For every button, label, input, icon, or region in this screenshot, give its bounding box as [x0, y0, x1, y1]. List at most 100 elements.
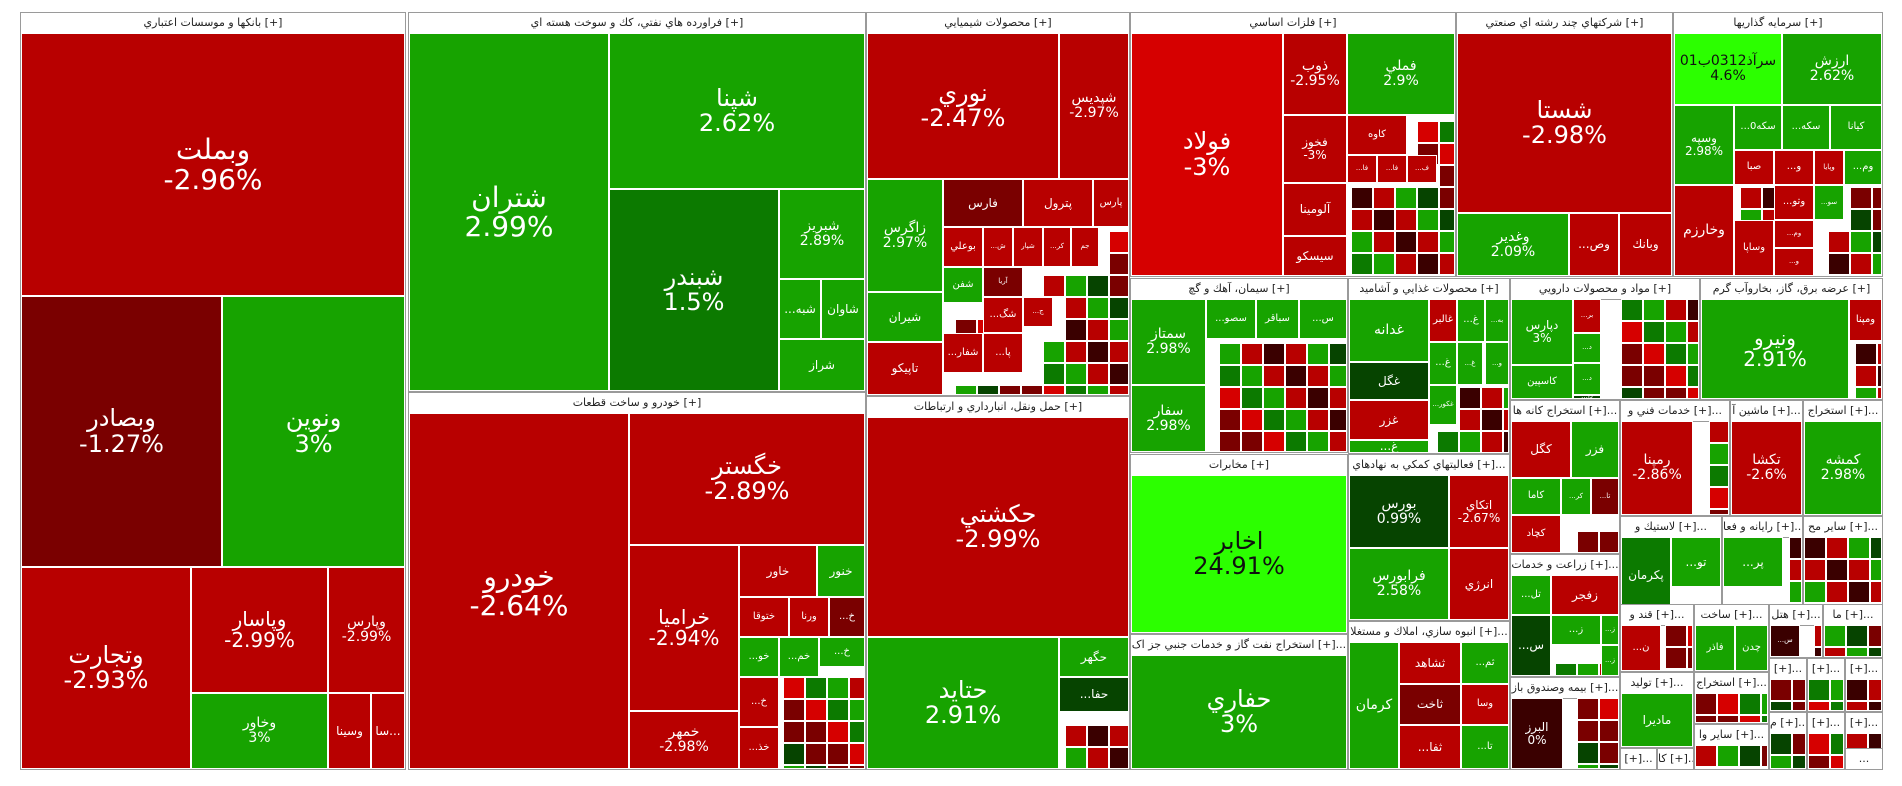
stock-tile[interactable]: رمپنا -2.86%: [1621, 421, 1693, 515]
stock-tile-small[interactable]: [783, 699, 805, 721]
stock-tile-small[interactable]: [783, 743, 805, 765]
stock-tile-small[interactable]: [1739, 767, 1761, 769]
stock-tile-small[interactable]: [1665, 343, 1687, 365]
sector-header[interactable]: ساير وا [+]...: [1695, 725, 1768, 746]
stock-tile[interactable]: بورس 0.99%: [1349, 475, 1449, 548]
stock-tile-small[interactable]: [1709, 421, 1729, 443]
stock-tile[interactable]: ...تو: [1671, 537, 1721, 587]
stock-tile-small[interactable]: [1503, 387, 1509, 409]
stock-tile[interactable]: فملي 2.9%: [1347, 33, 1455, 115]
stock-tile-small[interactable]: [805, 765, 827, 769]
stock-tile[interactable]: سمتاز 2.98%: [1131, 299, 1206, 385]
stock-tile[interactable]: صبا: [1734, 150, 1774, 185]
stock-tile-small[interactable]: [1439, 143, 1455, 165]
stock-tile-small[interactable]: [1621, 343, 1643, 365]
sector-header[interactable]: هتل [+]...: [1770, 605, 1822, 626]
stock-tile-small[interactable]: [1695, 767, 1717, 769]
stock-tile[interactable]: پترول: [1023, 179, 1093, 227]
stock-tile[interactable]: ...خو: [739, 637, 779, 677]
stock-tile[interactable]: ومپنا: [1849, 299, 1882, 341]
stock-tile-small[interactable]: [1373, 231, 1395, 253]
stock-tile-small[interactable]: [1850, 275, 1872, 276]
stock-tile-small[interactable]: [1263, 409, 1285, 431]
stock-tile[interactable]: فولاد -3%: [1131, 33, 1283, 276]
stock-tile-small[interactable]: [1599, 764, 1619, 769]
stock-tile-small[interactable]: [1087, 385, 1109, 395]
stock-tile-small[interactable]: [1621, 321, 1643, 343]
stock-tile[interactable]: ...غ: [1457, 299, 1485, 342]
stock-tile[interactable]: ...شفار: [943, 333, 983, 373]
stock-tile-small[interactable]: [783, 677, 805, 699]
stock-tile-small[interactable]: [977, 385, 999, 395]
stock-tile-small[interactable]: [1804, 581, 1826, 603]
stock-tile-small[interactable]: [1643, 343, 1665, 365]
stock-tile-small[interactable]: [1870, 581, 1882, 603]
stock-tile[interactable]: حگهر: [1059, 637, 1129, 677]
stock-tile-small[interactable]: [1043, 385, 1065, 395]
stock-tile-small[interactable]: [1814, 625, 1822, 647]
stock-tile-small[interactable]: [1241, 409, 1263, 431]
stock-tile-small[interactable]: [827, 677, 849, 699]
stock-tile-small[interactable]: [805, 677, 827, 699]
stock-tile-small[interactable]: [1351, 209, 1373, 231]
stock-tile-small[interactable]: [827, 765, 849, 769]
stock-tile-small[interactable]: [1417, 121, 1439, 143]
stock-tile-small[interactable]: [1687, 387, 1699, 399]
stock-tile[interactable]: غگل: [1349, 362, 1429, 400]
stock-tile[interactable]: تكشا -2.6%: [1731, 421, 1802, 515]
stock-tile[interactable]: فاذر: [1695, 625, 1735, 671]
sector-header[interactable]: ماشين آ [+]...: [1731, 401, 1802, 422]
stock-tile-small[interactable]: [1828, 231, 1850, 253]
stock-tile[interactable]: ثاخت: [1399, 684, 1461, 725]
sector-header[interactable]: [+]...: [1808, 713, 1844, 734]
stock-tile[interactable]: ذوب -2.95%: [1283, 33, 1347, 115]
stock-tile-small[interactable]: [827, 743, 849, 765]
stock-tile-small[interactable]: [1065, 275, 1087, 297]
sector-header[interactable]: [+]...: [1846, 713, 1882, 734]
sector-header[interactable]: ساير مح [+]...: [1804, 517, 1882, 538]
stock-tile[interactable]: وبصادر -1.27%: [21, 296, 222, 567]
stock-tile[interactable]: وسينا: [328, 693, 371, 769]
stock-tile-small[interactable]: [1599, 720, 1619, 742]
stock-tile-small[interactable]: [1665, 299, 1687, 321]
stock-tile[interactable]: ...سو: [1814, 185, 1844, 220]
stock-tile[interactable]: ...بر: [1573, 299, 1601, 333]
stock-tile[interactable]: سباقر: [1256, 299, 1299, 339]
stock-tile[interactable]: خودرو -2.64%: [409, 413, 629, 769]
stock-tile[interactable]: خاور: [739, 545, 817, 597]
stock-tile-small[interactable]: [1599, 742, 1619, 764]
stock-tile-small[interactable]: [1109, 275, 1129, 297]
stock-tile[interactable]: غالبر: [1429, 299, 1457, 342]
stock-tile[interactable]: ...خ: [739, 677, 779, 727]
stock-tile[interactable]: ...خ: [819, 637, 865, 667]
stock-tile[interactable]: ...ن: [1621, 625, 1661, 671]
stock-tile-small[interactable]: [1109, 341, 1129, 363]
sector-header[interactable]: [+]...: [1770, 659, 1806, 680]
stock-tile-small[interactable]: [827, 699, 849, 721]
stock-tile[interactable]: كچاد: [1511, 515, 1561, 553]
stock-tile[interactable]: ختوقا: [739, 597, 789, 637]
stock-tile-small[interactable]: [849, 765, 865, 769]
stock-tile-small[interactable]: [1826, 581, 1848, 603]
sector-header[interactable]: سيمان، آهك و گچ [+]: [1131, 279, 1347, 300]
stock-tile-small[interactable]: [1109, 253, 1129, 275]
stock-tile-small[interactable]: [1219, 387, 1241, 409]
stock-tile-small[interactable]: [1848, 537, 1870, 559]
stock-tile[interactable]: كمشه 2.98%: [1804, 421, 1882, 515]
stock-tile-small[interactable]: [1307, 409, 1329, 431]
stock-tile-small[interactable]: [1828, 253, 1850, 275]
stock-tile[interactable]: ...ثفا: [1399, 725, 1461, 769]
stock-tile[interactable]: تاپيكو: [867, 342, 943, 395]
stock-tile-small[interactable]: [1868, 625, 1882, 647]
stock-tile-small[interactable]: [1789, 559, 1802, 581]
stock-tile-small[interactable]: [1065, 725, 1087, 747]
stock-tile-small[interactable]: [1855, 387, 1877, 399]
stock-tile[interactable]: شاوان: [821, 279, 865, 339]
sector-header[interactable]: مخابرات [+]: [1131, 455, 1347, 476]
stock-tile-small[interactable]: [805, 721, 827, 743]
stock-tile-small[interactable]: [1417, 187, 1439, 209]
stock-tile[interactable]: شپنا 2.62%: [609, 33, 865, 189]
stock-tile-small[interactable]: [1808, 755, 1830, 769]
stock-tile-small[interactable]: [1846, 701, 1868, 711]
stock-tile-small[interactable]: [1285, 343, 1307, 365]
